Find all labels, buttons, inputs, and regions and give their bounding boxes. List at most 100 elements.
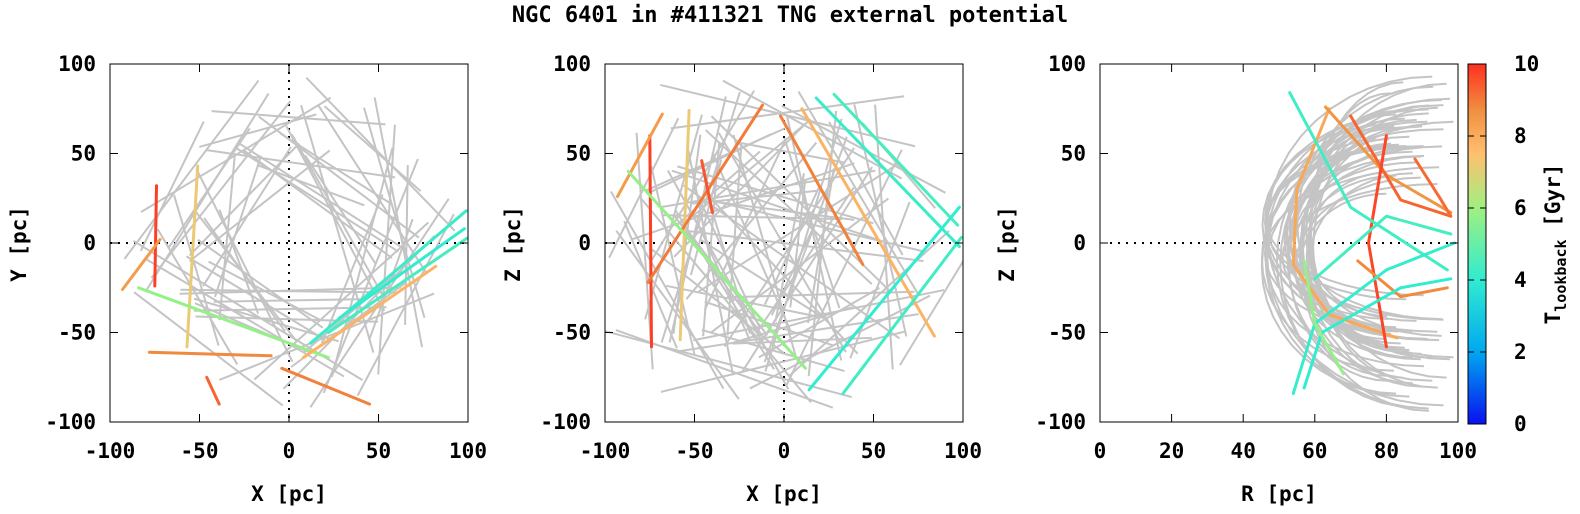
background-track [1263, 166, 1440, 342]
background-track [133, 291, 284, 407]
background-track [211, 110, 386, 126]
highlighted-track [1302, 277, 1453, 390]
x-tick-label: -100 [580, 439, 631, 463]
y-tick-label: -100 [1035, 410, 1086, 434]
background-track [632, 162, 855, 241]
highlighted-track [807, 205, 961, 392]
colorbar-tick-label: 8 [1514, 124, 1527, 148]
background-track [649, 90, 756, 264]
x-tick-label: -100 [85, 439, 136, 463]
x-axis-label: X [pc] [251, 482, 327, 506]
background-track [373, 97, 424, 348]
background-track [677, 165, 874, 225]
x-tick-label: 100 [944, 439, 982, 463]
background-track [404, 165, 409, 325]
colorbar-tick-label: 10 [1514, 52, 1539, 76]
y-axis-label: Y [pc] [7, 206, 31, 282]
background-track [650, 165, 696, 355]
colorbar-ticks: 0 2 4 6 8 10 [1468, 52, 1539, 436]
colorbar-tick-label: 2 [1514, 340, 1527, 364]
background-track [785, 149, 903, 387]
background-track [738, 141, 846, 164]
background-track [789, 230, 950, 377]
highlighted-track [700, 159, 714, 215]
panel-xy: -100 -50 0 50 100 -100 -50 0 50 100 X [pc] Y [pc] [7, 52, 487, 506]
panel-xz: -100 -50 0 50 100 -100 -50 0 50 100 X [pc] Z [pc] [501, 52, 982, 506]
background-track [670, 95, 905, 130]
background-track [789, 178, 807, 308]
background-track [197, 238, 324, 329]
background-tracks [1260, 75, 1454, 412]
background-track [188, 142, 300, 257]
background-track [213, 298, 367, 303]
highlighted-track [121, 237, 162, 291]
background-track [726, 290, 915, 299]
highlighted-track [326, 236, 468, 334]
background-track [682, 184, 901, 340]
background-track [186, 255, 326, 341]
colorbar-label-subscript: lookback [1552, 239, 1570, 311]
background-track [1285, 126, 1401, 345]
background-track [720, 201, 925, 253]
background-track [740, 166, 873, 374]
background-track [705, 193, 859, 355]
x-tick-label: 50 [366, 439, 391, 463]
background-track [322, 158, 419, 394]
background-track [783, 137, 841, 309]
background-track [697, 163, 899, 293]
y-tick-label: -50 [553, 321, 591, 345]
background-track [615, 230, 740, 400]
x-tick-label: 80 [1374, 439, 1399, 463]
background-track [193, 297, 339, 343]
y-axis-label: Z [pc] [501, 206, 525, 282]
colorbar-tick-label: 6 [1514, 196, 1527, 220]
x-tick-label: 20 [1159, 439, 1184, 463]
highlighted-track [1302, 259, 1345, 376]
background-track [1263, 123, 1389, 320]
highlighted-track [309, 209, 468, 345]
background-track [139, 121, 205, 252]
highlighted-track [280, 366, 372, 406]
background-track [238, 142, 402, 248]
highlighted-track [1291, 107, 1399, 340]
background-track [660, 91, 741, 343]
x-tick-label: 0 [283, 439, 296, 463]
highlighted-track [778, 114, 865, 266]
panel-rz: 0 20 40 60 80 100 -100 -50 0 50 100 R [pc] Z [pc] [995, 52, 1477, 506]
colorbar-label-unit: [Gyr] [1541, 164, 1565, 240]
background-track [786, 115, 843, 361]
background-track [203, 217, 286, 333]
x-tick-label: -50 [181, 439, 219, 463]
y-tick-label: 0 [1073, 231, 1086, 255]
background-track [1296, 85, 1434, 359]
background-track [1305, 125, 1423, 388]
background-track [807, 168, 835, 324]
background-track [285, 125, 386, 312]
y-tick-label: -100 [540, 410, 591, 434]
background-track [304, 154, 377, 265]
background-track [199, 113, 317, 148]
background-track [699, 238, 822, 317]
background-track [195, 168, 294, 363]
y-tick-label: 0 [83, 231, 96, 255]
background-track [899, 259, 963, 366]
colorbar-gradient [1467, 63, 1487, 425]
y-tick-label: 100 [58, 52, 96, 76]
y-tick-label: 50 [71, 142, 96, 166]
chart-title: NGC 6401 in #411321 TNG external potenti… [512, 3, 1068, 28]
plot-area [110, 64, 468, 422]
colorbar-tick-label: 0 [1514, 412, 1527, 436]
background-track [704, 300, 834, 347]
highlighted-track [337, 227, 466, 320]
y-tick-label: -50 [1048, 321, 1086, 345]
highlighted-track [137, 286, 330, 360]
highlighted-track [153, 184, 158, 288]
x-tick-label: 40 [1231, 439, 1256, 463]
highlighted-track [1313, 214, 1453, 281]
highlighted-track [1349, 114, 1453, 218]
background-track [667, 170, 790, 390]
y-axis-label: Z [pc] [995, 206, 1019, 282]
highlighted-track [626, 169, 807, 370]
background-track [291, 134, 385, 297]
